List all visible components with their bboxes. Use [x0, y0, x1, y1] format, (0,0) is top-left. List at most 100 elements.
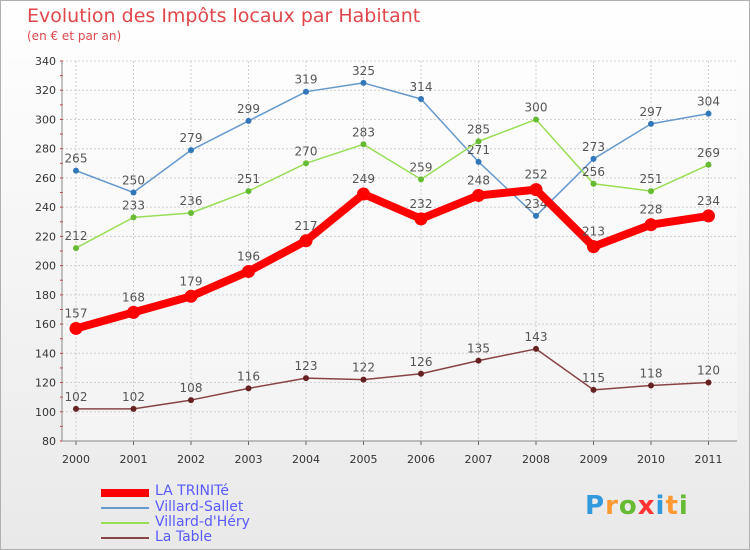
x-tick-label: 2008 — [522, 453, 550, 466]
x-tick-label: 2007 — [465, 453, 493, 466]
y-tick-label: 80 — [42, 435, 56, 448]
data-point — [644, 218, 658, 232]
logo-letter: P — [585, 491, 606, 521]
data-point — [414, 212, 428, 226]
x-tick-label: 2011 — [695, 453, 723, 466]
data-point — [705, 379, 712, 386]
legend-label: La Table — [155, 529, 213, 545]
data-point — [245, 117, 252, 124]
data-label: 234 — [697, 194, 720, 208]
data-label: 259 — [410, 160, 433, 174]
data-label: 108 — [180, 381, 203, 395]
y-tick-label: 260 — [35, 172, 56, 185]
legend-swatch-la-trinite — [101, 489, 149, 497]
data-point — [529, 183, 543, 197]
legend-swatch-villard-sallet — [101, 507, 149, 509]
data-label: 248 — [467, 173, 490, 187]
data-point — [533, 345, 539, 352]
data-label: 196 — [237, 249, 260, 263]
legend-item-la-trinite[interactable]: LA TRINITé — [101, 483, 401, 500]
y-tick-label: 240 — [35, 201, 56, 214]
legend-swatch-la-table — [101, 537, 149, 539]
data-point — [73, 405, 79, 412]
data-point — [303, 375, 309, 382]
data-label: 123 — [295, 359, 318, 373]
data-label: 116 — [237, 369, 260, 383]
logo-letter: i — [655, 491, 666, 521]
data-label: 270 — [295, 144, 318, 158]
data-label: 252 — [525, 168, 548, 182]
data-label: 168 — [122, 290, 145, 304]
data-label: 213 — [582, 225, 605, 239]
data-point — [648, 188, 654, 195]
plot-area — [62, 61, 737, 441]
data-label: 269 — [697, 146, 720, 160]
data-point — [418, 96, 424, 102]
data-label: 325 — [352, 64, 375, 78]
data-label: 120 — [697, 364, 720, 378]
data-point — [360, 376, 367, 383]
data-point — [127, 305, 140, 319]
data-label: 299 — [237, 102, 260, 116]
data-point — [242, 264, 255, 278]
data-label: 304 — [697, 95, 720, 109]
data-point — [360, 79, 367, 86]
data-label: 102 — [122, 390, 145, 404]
logo-letter: t — [665, 491, 679, 521]
data-label: 118 — [640, 366, 663, 380]
logo-letter: i — [678, 491, 689, 521]
legend-item-villard-d-hery[interactable]: Villard-d'Héry — [101, 514, 401, 531]
data-point — [69, 321, 83, 335]
data-point — [648, 382, 654, 389]
data-point — [587, 240, 600, 254]
data-label: 249 — [352, 172, 375, 186]
x-tick-label: 2005 — [350, 453, 378, 466]
legend-swatch-villard-d-hery — [101, 522, 149, 524]
y-tick-label: 180 — [35, 289, 56, 302]
data-point — [357, 187, 370, 201]
y-tick-label: 220 — [35, 230, 56, 243]
y-tick-label: 340 — [35, 55, 56, 68]
data-point — [245, 188, 252, 195]
data-point — [533, 212, 539, 219]
data-point — [475, 158, 482, 165]
data-point — [472, 188, 485, 202]
data-point — [299, 234, 313, 248]
logo-letter: o — [618, 491, 638, 521]
data-point — [188, 147, 194, 154]
data-point — [303, 88, 309, 95]
data-label: 135 — [467, 342, 490, 356]
logo-letter: x — [637, 491, 656, 521]
x-tick-label: 2006 — [407, 453, 435, 466]
data-label: 251 — [640, 172, 663, 186]
data-point — [475, 138, 482, 145]
data-label: 179 — [180, 274, 203, 288]
legend-label: Villard-Sallet — [155, 499, 244, 515]
data-label: 297 — [640, 105, 663, 119]
x-tick-label: 2001 — [120, 453, 148, 466]
data-point — [130, 189, 137, 196]
data-label: 212 — [65, 229, 88, 243]
data-point — [533, 116, 539, 123]
data-label: 232 — [410, 197, 433, 211]
data-label: 143 — [525, 330, 548, 344]
x-tick-label: 2009 — [580, 453, 608, 466]
data-point — [590, 180, 597, 187]
series-line-1 — [75, 82, 710, 217]
x-tick-label: 2004 — [292, 453, 320, 466]
data-label: 265 — [65, 152, 88, 166]
y-tick-label: 320 — [35, 84, 56, 97]
data-label: 250 — [122, 174, 145, 188]
data-label: 157 — [65, 306, 88, 320]
legend-item-villard-sallet[interactable]: Villard-Sallet — [101, 499, 401, 516]
data-label: 122 — [352, 361, 375, 375]
data-point — [73, 245, 79, 252]
y-tick-label: 160 — [35, 318, 56, 331]
data-point — [303, 160, 309, 167]
y-tick-label: 140 — [35, 347, 56, 360]
legend-item-la-table[interactable]: La Table — [101, 529, 401, 546]
data-label: 319 — [295, 73, 318, 87]
y-tick-label: 200 — [35, 260, 56, 273]
data-label: 271 — [467, 143, 490, 157]
